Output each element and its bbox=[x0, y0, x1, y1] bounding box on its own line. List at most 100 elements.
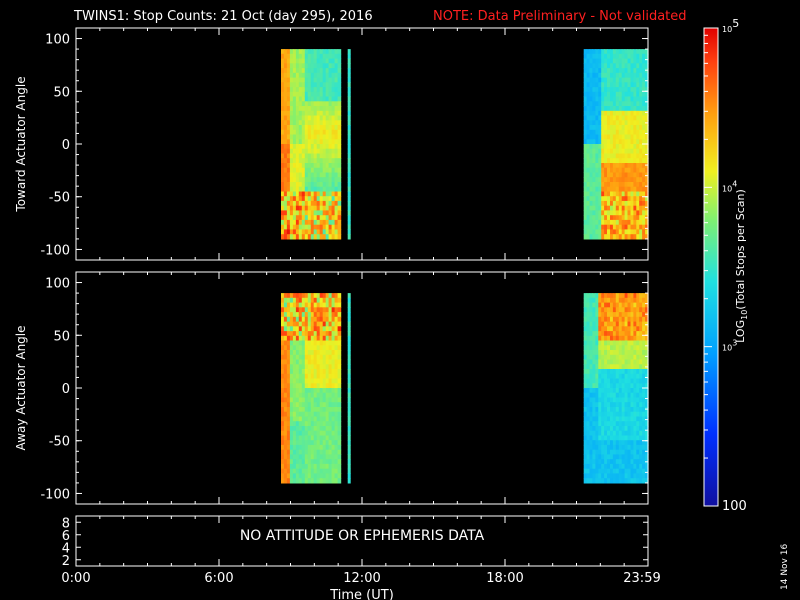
top-cell bbox=[598, 139, 602, 145]
top-cell bbox=[331, 68, 336, 74]
bottom-cell bbox=[347, 397, 351, 403]
bottom-cell bbox=[281, 350, 285, 356]
bottom-cell bbox=[618, 397, 623, 403]
top-cell bbox=[347, 186, 351, 192]
bottom-cell bbox=[334, 340, 339, 346]
bottom-cell bbox=[328, 354, 333, 361]
top-cell bbox=[639, 234, 643, 240]
bottom-cell bbox=[583, 335, 588, 342]
bottom-cell bbox=[295, 440, 300, 446]
bottom-cell bbox=[289, 293, 294, 299]
top-cell bbox=[292, 177, 297, 183]
bottom-cell bbox=[639, 463, 643, 470]
top-cell bbox=[607, 101, 611, 107]
top-cell bbox=[621, 163, 626, 169]
bottom-cell bbox=[281, 383, 285, 389]
top-cell bbox=[304, 158, 309, 164]
top-cell bbox=[645, 186, 649, 192]
bottom-cell bbox=[639, 331, 643, 337]
bottom-cell bbox=[630, 316, 634, 323]
bottom-cell bbox=[610, 468, 614, 474]
bottom-cell bbox=[283, 345, 288, 351]
bottom-cell bbox=[624, 345, 629, 351]
top-cell bbox=[604, 63, 608, 69]
top-cell bbox=[615, 148, 620, 154]
bottom-cell bbox=[310, 331, 315, 337]
bottom-cell bbox=[316, 449, 321, 455]
top-cell bbox=[292, 182, 297, 188]
top-cell bbox=[639, 96, 643, 102]
top-cell bbox=[319, 219, 324, 226]
top-cell bbox=[316, 63, 321, 69]
bottom-cell bbox=[633, 340, 637, 346]
bottom-cell bbox=[604, 293, 608, 299]
top-cell bbox=[621, 210, 626, 216]
top-cell bbox=[615, 72, 620, 79]
top-cell bbox=[612, 224, 617, 230]
bottom-cell bbox=[283, 359, 288, 365]
bottom-cell bbox=[589, 340, 593, 346]
top-cell bbox=[639, 91, 643, 98]
top-cell bbox=[589, 106, 593, 112]
top-cell bbox=[618, 87, 623, 93]
bottom-cell bbox=[292, 335, 297, 342]
top-cell bbox=[607, 63, 611, 69]
bottom-cell bbox=[627, 416, 631, 422]
top-cell bbox=[621, 87, 626, 93]
bottom-cell bbox=[331, 426, 336, 432]
bottom-cell bbox=[310, 354, 315, 361]
bottom-cell bbox=[592, 359, 596, 365]
bottom-cell bbox=[601, 345, 605, 351]
bottom-cell bbox=[604, 340, 608, 346]
top-cell bbox=[307, 191, 312, 197]
top-cell bbox=[331, 172, 336, 178]
bottom-cell bbox=[583, 440, 588, 446]
top-cell bbox=[281, 163, 285, 169]
top-cell bbox=[281, 129, 285, 136]
bottom-cell bbox=[301, 316, 306, 323]
top-cell bbox=[313, 91, 318, 98]
top-cell bbox=[283, 186, 288, 192]
bottom-cell bbox=[316, 340, 321, 346]
bottom-cell bbox=[286, 354, 291, 361]
top-cell bbox=[316, 101, 321, 107]
bottom-cell bbox=[319, 302, 324, 308]
bottom-cell bbox=[621, 345, 626, 351]
top-cell bbox=[286, 205, 291, 211]
top-cell bbox=[636, 101, 640, 107]
bottom-cell bbox=[636, 402, 640, 408]
top-cell bbox=[589, 219, 593, 226]
bottom-cell bbox=[604, 463, 608, 470]
top-cell bbox=[621, 115, 626, 121]
top-cell bbox=[586, 129, 591, 136]
top-cell bbox=[281, 229, 285, 235]
bottom-cell bbox=[642, 312, 646, 318]
bottom-cell bbox=[307, 316, 312, 323]
bottom-cell bbox=[586, 388, 591, 394]
bottom-cell bbox=[624, 293, 629, 299]
top-cell bbox=[618, 234, 623, 240]
top-cell bbox=[316, 182, 321, 188]
top-cell bbox=[592, 125, 596, 131]
top-cell bbox=[286, 110, 291, 117]
top-cell bbox=[289, 53, 294, 60]
top-cell bbox=[636, 139, 640, 145]
bottom-cell bbox=[304, 388, 309, 394]
bottom-cell bbox=[645, 478, 649, 484]
bottom-cell bbox=[621, 297, 626, 304]
top-cell bbox=[607, 120, 611, 126]
bottom-cell bbox=[334, 397, 339, 403]
bottom-cell bbox=[636, 326, 640, 332]
top-cell bbox=[642, 87, 646, 93]
bottom-cell bbox=[301, 359, 306, 365]
bottom-cell bbox=[639, 402, 643, 408]
bottom-cell bbox=[642, 449, 646, 455]
bottom-cell bbox=[304, 459, 309, 465]
top-cell bbox=[319, 186, 324, 192]
top-cell bbox=[301, 148, 306, 154]
top-cell bbox=[592, 219, 596, 226]
top-cell bbox=[283, 82, 288, 88]
top-cell bbox=[645, 53, 649, 60]
bottom-cell bbox=[325, 444, 330, 451]
bottom-cell bbox=[612, 430, 617, 436]
